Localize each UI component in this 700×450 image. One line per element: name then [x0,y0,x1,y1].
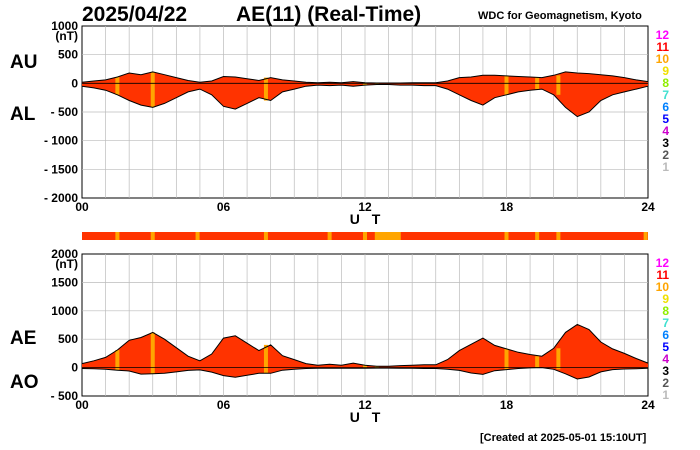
au-al-partial-band [374,83,379,85]
ae-ao-x-tick: 00 [75,398,89,412]
created-timestamp: [Created at 2025-05-01 15:10UT] [480,432,647,444]
count-strip-partial [115,232,120,240]
ae-ao-partial-band [504,348,509,370]
ae-ao-x-tick: 06 [217,398,231,412]
au-al-y-tick: - 1500 [44,162,78,176]
count-strip-partial [263,232,268,240]
ae-ao-y-tick: 2000 [51,247,78,261]
source-label: WDC for Geomagnetism, Kyoto [478,10,642,22]
count-strip-partial [386,232,391,240]
ae-ao-partial-band [374,366,379,369]
ae-ao-partial-band [363,365,367,369]
count-strip-partial [535,232,540,240]
au-al-lower-line [81,84,649,118]
au-al-x-tick: 06 [217,200,231,214]
ae-ao-y-tick: 0 [71,361,78,375]
ae-ao-legend-count: 7 [662,316,669,330]
al-label: AL [10,104,36,125]
au-al-partial-band [150,71,155,108]
au-al-legend-count: 4 [662,124,669,138]
au-al-y-tick: 1000 [51,19,78,33]
au-al-legend-count: 11 [656,40,669,54]
au-al-x-tick: 18 [500,200,514,214]
au-al-x-label: U T [350,211,385,227]
au-al-partial-band [504,75,509,95]
ae-ao-partial-band [115,349,120,371]
ae-ao-legend-count: 1 [662,388,669,402]
ae-ao-x-tick: 24 [641,398,655,412]
au-al-x-tick: 24 [641,200,655,214]
au-al-legend-count: 1 [662,160,669,174]
au-al-x-tick: 00 [75,200,89,214]
au-al-y-tick: - 500 [51,105,79,119]
au-al-partial-band [556,75,561,95]
ae-ao-partial-band [263,344,268,374]
ae-ao-legend-count: 10 [656,280,670,294]
ae-ao-y-tick: 500 [58,332,78,346]
count-strip-partial [363,232,367,240]
ae-ao-partial-band [556,348,561,370]
au-al-legend-count: 12 [656,28,670,42]
au-al-legend-count: 10 [656,52,670,66]
ae-ao-x-tick: 18 [500,398,514,412]
ae-ao-x-tick: 12 [358,398,372,412]
au-al-y-tick: 0 [71,76,78,90]
au-al-y-tick: - 2000 [44,191,78,205]
ae-ao-legend-count: 5 [662,340,669,354]
au-al-legend-count: 6 [662,100,669,114]
ae-ao-upper-line [81,323,649,367]
ae-ao-lower-line [81,367,649,380]
au-al-x-tick: 12 [358,200,372,214]
count-strip-partial [556,232,561,240]
ae-ao-unit-label: (nT) [55,257,78,271]
au-al-partial-band [263,77,268,101]
ae-ao-legend-count: 4 [662,352,669,366]
au-al-legend-count: 7 [662,88,669,102]
ao-label: AO [10,372,39,393]
ae-ao-y-tick: - 500 [51,389,79,403]
au-al-y-tick: - 1000 [44,134,78,148]
count-strip-partial [195,232,200,240]
ae-ao-partial-band [535,356,540,368]
ae-ao-legend-count: 12 [656,256,670,270]
ae-ao-legend-count: 9 [662,292,669,306]
au-al-legend-count: 5 [662,112,669,126]
ae-ao-partial-band [150,332,155,374]
date-title: 2025/04/22 [82,3,188,26]
au-al-unit-label: (nT) [55,29,78,43]
au-label: AU [10,52,38,73]
ae-ao-legend-count: 3 [662,364,669,378]
count-strip-partial [327,232,332,240]
au-al-legend-count: 2 [662,148,669,162]
au-al-legend-count: 3 [662,136,669,150]
ae-ao-y-tick: 1500 [51,275,78,289]
au-al-partial-band [363,82,367,86]
au-al-upper-line [81,71,649,84]
count-strip-partial [504,232,509,240]
count-strip-partial [643,232,648,240]
au-al-legend-count: 8 [662,76,669,90]
ae-ao-x-label: U T [350,409,385,425]
au-al-legend-count: 9 [662,64,669,78]
index-title: AE(11) (Real-Time) [236,3,422,26]
ae-ao-legend-count: 6 [662,328,669,342]
au-al-partial-band [115,77,120,95]
ae-ao-y-tick: 1000 [51,304,78,318]
count-strip-partial [150,232,155,240]
ae-ao-legend-count: 2 [662,376,669,390]
ae-label: AE [10,328,37,349]
au-al-y-tick: 500 [58,48,78,62]
ae-ao-legend-count: 8 [662,304,669,318]
ae-ao-legend-count: 11 [656,268,669,282]
